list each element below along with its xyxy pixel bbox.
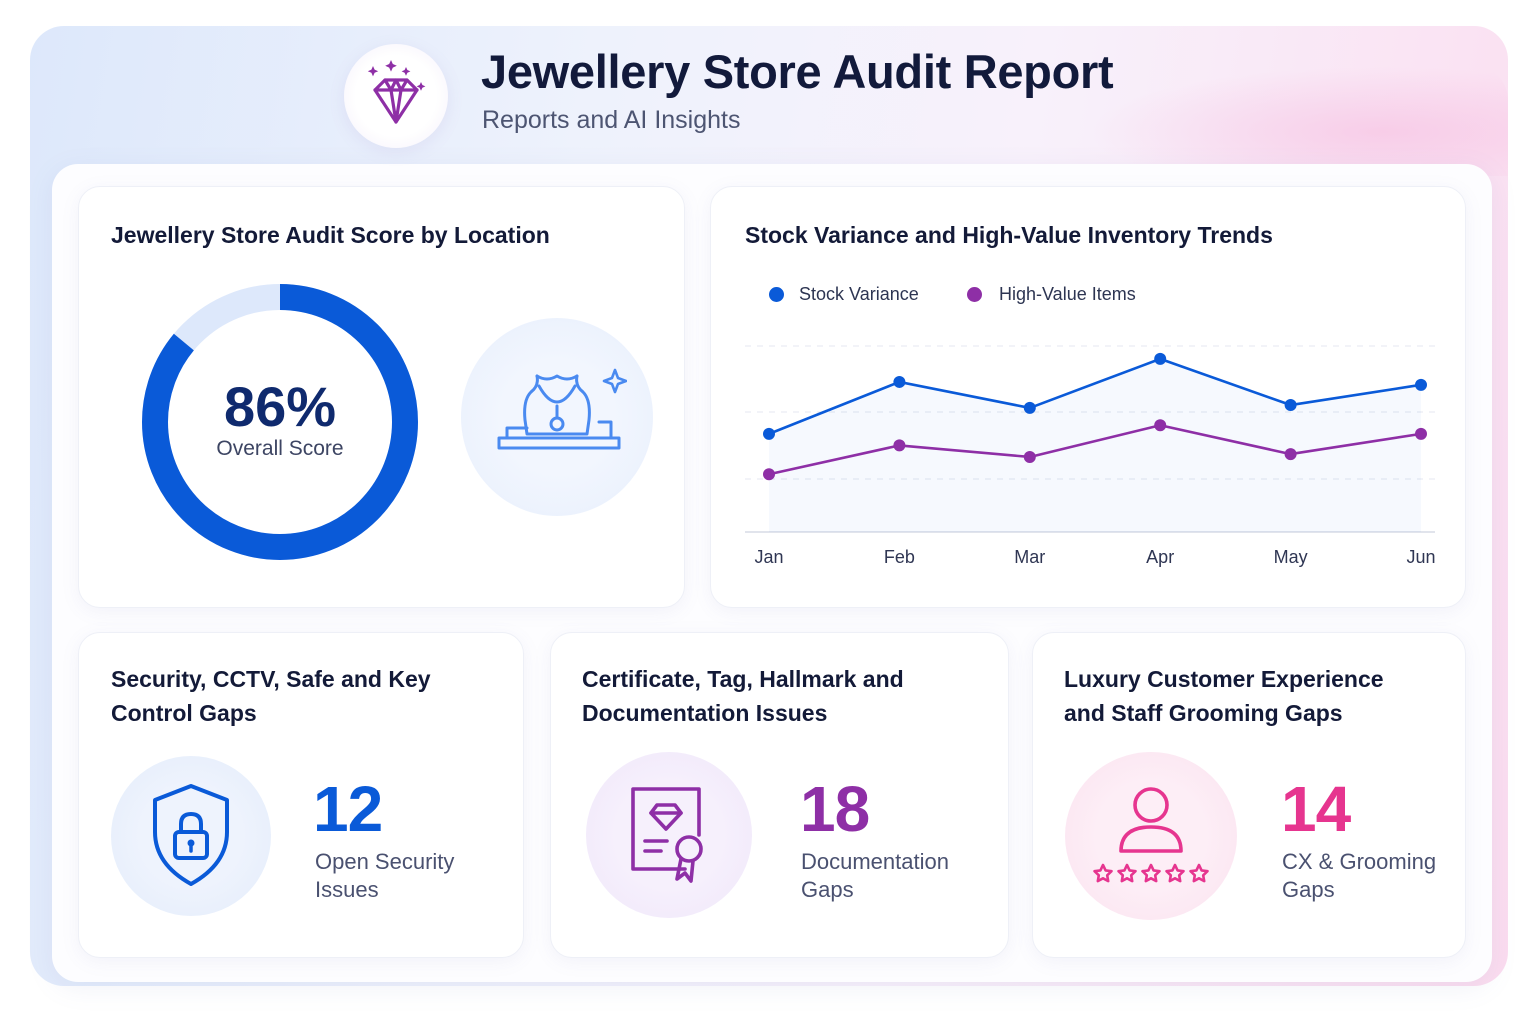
shield-lock-icon — [153, 784, 229, 886]
x-tick-jan: Jan — [754, 547, 784, 567]
series-line-high-value-items — [768, 423, 1422, 476]
page-title: Jewellery Store Audit Report — [481, 45, 1114, 98]
data-point-high-value-items-may[interactable] — [1284, 448, 1297, 461]
data-point-stock-variance-mar[interactable] — [1023, 401, 1036, 414]
diamond-icon — [367, 60, 426, 124]
legend-label-high-value: High-Value Items — [999, 284, 1136, 304]
security-gaps-title: Security, CCTV, Safe and Key Control Gap… — [111, 662, 431, 730]
score-ring-fill — [142, 284, 418, 560]
necklace-illustration — [461, 318, 653, 516]
documentation-gaps-label-line2: Gaps — [801, 877, 854, 902]
overall-score-label: Overall Score — [216, 437, 344, 460]
security-issues-label-line1: Open Security — [315, 849, 455, 874]
documentation-gaps-label-line1: Documentation — [801, 849, 949, 874]
legend-marker-high-value — [967, 287, 982, 302]
data-point-stock-variance-apr[interactable] — [1154, 352, 1167, 365]
x-tick-feb: Feb — [883, 547, 915, 567]
security-gaps-title-line2: Control Gaps — [111, 700, 257, 726]
cx-grooming-gaps-label-line2: Gaps — [1282, 877, 1335, 902]
audit-score-title: Jewellery Store Audit Score by Location — [111, 222, 550, 248]
overall-score-value: 86% — [223, 375, 337, 438]
data-point-stock-variance-may[interactable] — [1284, 399, 1297, 412]
cx-grooming-gaps-label-line1: CX & Grooming — [1282, 849, 1437, 874]
certificate-icon — [631, 787, 703, 883]
trend-line-chart — [745, 345, 1435, 533]
documentation-gaps-count: 18 — [800, 773, 870, 845]
cx-grooming-gaps-title-line1: Luxury Customer Experience — [1064, 666, 1384, 692]
x-tick-may: May — [1273, 547, 1308, 567]
documentation-gaps-title: Certificate, Tag, Hallmark and Documenta… — [582, 662, 904, 730]
stock-variance-area — [769, 359, 1421, 532]
score-donut — [142, 284, 418, 560]
series-line-stock-variance — [768, 357, 1422, 436]
logo — [344, 44, 448, 148]
documentation-gaps-title-line2: Documentation Issues — [582, 700, 828, 726]
data-point-high-value-items-mar[interactable] — [1023, 450, 1036, 463]
documentation-gaps-label: Documentation Gaps — [801, 848, 981, 904]
security-issues-label: Open Security Issues — [315, 848, 495, 904]
documentation-gaps-title-line1: Certificate, Tag, Hallmark and — [582, 666, 904, 692]
documentation-icon-badge — [586, 752, 752, 918]
security-icon-badge — [111, 756, 271, 916]
trend-chart-title: Stock Variance and High-Value Inventory … — [745, 222, 1273, 248]
x-tick-mar: Mar — [1014, 547, 1046, 567]
data-point-high-value-items-feb[interactable] — [893, 439, 906, 452]
cx-grooming-gaps-title: Luxury Customer Experience and Staff Gro… — [1064, 662, 1384, 730]
data-point-stock-variance-jun[interactable] — [1415, 378, 1427, 391]
cx-grooming-gaps-title-line2: and Staff Grooming Gaps — [1064, 700, 1343, 726]
security-gaps-title-line1: Security, CCTV, Safe and Key — [111, 666, 431, 692]
data-point-high-value-items-jun[interactable] — [1415, 427, 1427, 440]
x-tick-jun: Jun — [1406, 547, 1436, 567]
security-issues-label-line2: Issues — [315, 877, 379, 902]
cx-grooming-gaps-label: CX & Grooming Gaps — [1282, 848, 1462, 904]
data-point-stock-variance-feb[interactable] — [893, 375, 906, 388]
data-point-high-value-items-jan[interactable] — [763, 468, 775, 481]
legend-label-stock-variance: Stock Variance — [799, 284, 919, 304]
necklace-display-icon — [497, 368, 627, 450]
cx-icon-badge — [1065, 752, 1237, 920]
x-tick-apr: Apr — [1146, 547, 1175, 567]
data-point-stock-variance-jan[interactable] — [763, 427, 775, 440]
page-subtitle: Reports and AI Insights — [482, 106, 741, 134]
data-point-high-value-items-apr[interactable] — [1154, 419, 1167, 432]
cx-grooming-gaps-count: 14 — [1281, 773, 1351, 845]
security-issues-count: 12 — [313, 773, 383, 845]
user-rating-icon — [1093, 787, 1209, 883]
legend-marker-stock-variance — [769, 287, 784, 302]
